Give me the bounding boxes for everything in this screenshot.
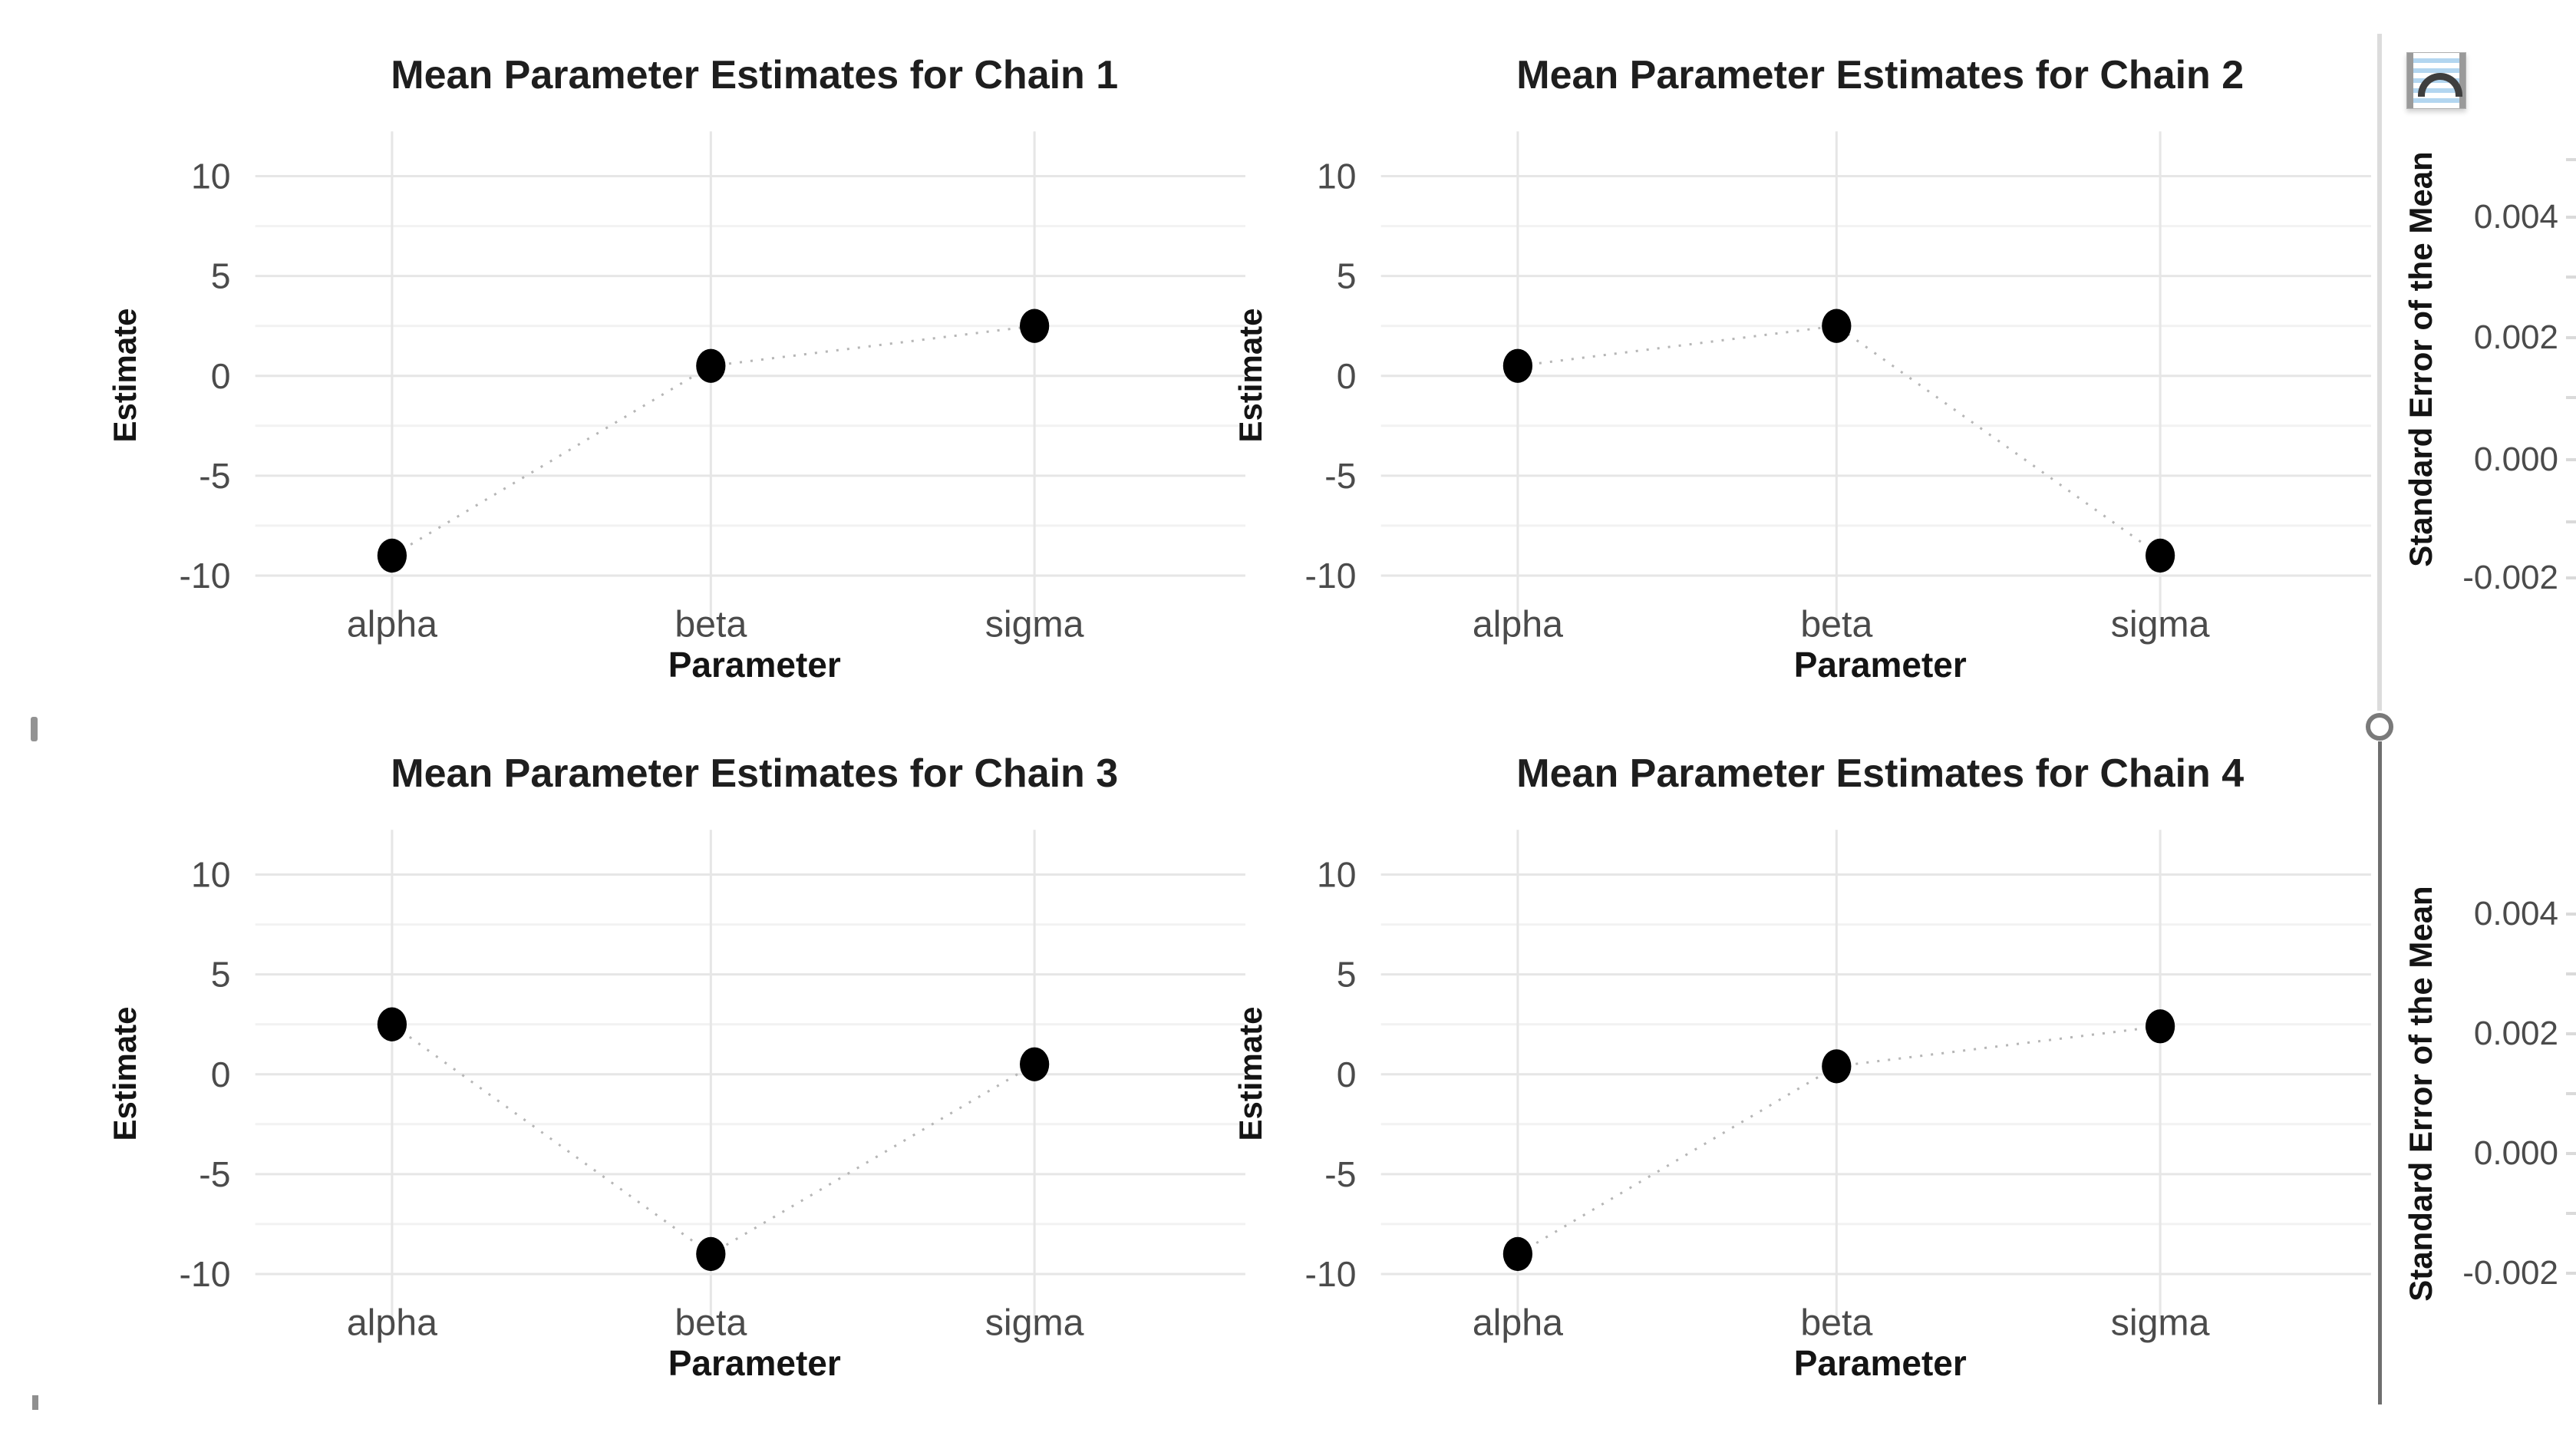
svg-text:5: 5 (1337, 256, 1357, 296)
left-pane-divider-handle-sliver (31, 717, 38, 741)
chart-canvas: 10 5 0 -5 -10 alpha beta sigma (1182, 107, 2379, 649)
chart-panel-chain-1: Mean Parameter Estimates for Chain 1 Est… (56, 32, 1253, 727)
gridline-stub (2566, 1212, 2576, 1215)
y-axis-title: Estimate (1232, 1006, 1268, 1141)
y-axis-title: Estimate (107, 308, 143, 443)
chart-canvas: 10 5 0 -5 -10 alpha beta sigma (56, 107, 1253, 649)
svg-text:beta: beta (1800, 603, 1872, 645)
svg-text:alpha: alpha (1473, 603, 1563, 645)
svg-text:-10: -10 (1305, 1254, 1357, 1294)
svg-text:alpha: alpha (347, 1302, 437, 1343)
gridline-stub (2566, 576, 2576, 579)
chart-title: Mean Parameter Estimates for Chain 2 (1516, 53, 2245, 97)
chart-panel-chain-2: Mean Parameter Estimates for Chain 2 Est… (1182, 32, 2379, 727)
svg-text:-10: -10 (1305, 556, 1357, 596)
svg-text:beta: beta (675, 1302, 747, 1343)
chart-title: Mean Parameter Estimates for Chain 4 (1516, 751, 2245, 796)
svg-text:alpha: alpha (1473, 1302, 1563, 1343)
svg-text:-5: -5 (1324, 456, 1356, 496)
pane-divider-drag-handle[interactable] (2366, 713, 2393, 741)
icon-left-bar (2407, 53, 2413, 108)
x-axis-title: Parameter (668, 644, 841, 685)
gridline-stub (2566, 972, 2576, 975)
svg-text:sigma: sigma (2111, 1302, 2210, 1343)
x-axis-title: Parameter (668, 1342, 841, 1383)
gridline-stub (2566, 1032, 2576, 1035)
gridline-stub (2566, 1152, 2576, 1155)
left-pane-divider-line-sliver (32, 1395, 38, 1410)
svg-text:beta: beta (675, 603, 747, 645)
gridline-stub (2566, 1272, 2576, 1275)
gridline-stub (2566, 1092, 2576, 1095)
chart-canvas: 10 5 0 -5 -10 alpha beta sigma (1182, 806, 2379, 1347)
svg-text:5: 5 (1337, 955, 1357, 995)
sem-tick-label: 0.000 (2473, 1134, 2558, 1172)
sem-tick-label: 0.004 (2473, 895, 2558, 932)
chart-panel-chain-4: Mean Parameter Estimates for Chain 4 Est… (1182, 731, 2379, 1425)
svg-text:-5: -5 (199, 1154, 230, 1194)
sem-tick-label: -0.002 (2462, 1254, 2558, 1292)
x-axis-title: Parameter (1793, 644, 1967, 685)
y-axis-title: Estimate (1232, 308, 1268, 443)
sem-axis-title-top: Standard Error of the Mean (2403, 151, 2439, 567)
pane-divider-lower-segment (2378, 741, 2382, 1404)
sem-tick-label: 0.004 (2473, 198, 2558, 236)
sem-tick-label: 0.002 (2473, 319, 2558, 356)
svg-text:10: 10 (191, 157, 230, 196)
svg-text:10: 10 (191, 855, 230, 895)
svg-text:5: 5 (211, 955, 231, 995)
svg-text:sigma: sigma (985, 603, 1084, 645)
svg-text:5: 5 (211, 256, 231, 296)
sem-tick-label: 0.000 (2473, 441, 2558, 478)
svg-text:-10: -10 (180, 556, 231, 596)
gridline-stub (2566, 158, 2576, 161)
sem-axis-title-bottom: Standard Error of the Mean (2403, 886, 2439, 1302)
sem-tick-label: 0.002 (2473, 1015, 2558, 1052)
sem-tick-label: -0.002 (2462, 559, 2558, 596)
svg-text:sigma: sigma (2111, 603, 2210, 645)
plot-thumbnail-icon (2413, 53, 2462, 108)
svg-text:0: 0 (211, 356, 231, 396)
gridline-stub (2566, 396, 2576, 399)
svg-text:alpha: alpha (347, 603, 437, 645)
svg-text:-10: -10 (180, 1254, 231, 1294)
svg-text:beta: beta (1800, 1302, 1872, 1343)
gridline-stub (2566, 913, 2576, 916)
svg-text:0: 0 (211, 1055, 231, 1094)
gridline-stub (2566, 276, 2576, 279)
gridline-stub (2566, 520, 2576, 523)
x-axis-title: Parameter (1793, 1342, 1967, 1383)
chart-canvas: 10 5 0 -5 -10 alpha beta sigma (56, 806, 1253, 1347)
chart-panel-chain-3: Mean Parameter Estimates for Chain 3 Est… (56, 731, 1253, 1425)
plot-thumbnail-button[interactable] (2406, 52, 2466, 109)
svg-text:10: 10 (1317, 855, 1356, 895)
y-axis-title: Estimate (107, 1006, 143, 1141)
pane-divider-upper-segment (2377, 34, 2382, 711)
svg-text:0: 0 (1337, 1055, 1357, 1094)
gridline-stub (2566, 336, 2576, 339)
icon-right-bar (2459, 53, 2466, 108)
svg-text:0: 0 (1337, 356, 1357, 396)
svg-text:-5: -5 (1324, 1154, 1356, 1194)
svg-text:10: 10 (1317, 157, 1356, 196)
chart-title: Mean Parameter Estimates for Chain 1 (391, 53, 1119, 97)
chart-title: Mean Parameter Estimates for Chain 3 (391, 751, 1119, 796)
svg-text:sigma: sigma (985, 1302, 1084, 1343)
svg-text:-5: -5 (199, 456, 230, 496)
gridline-stub (2566, 458, 2576, 461)
gridline-stub (2566, 216, 2576, 219)
density-curve-icon (2418, 73, 2462, 97)
